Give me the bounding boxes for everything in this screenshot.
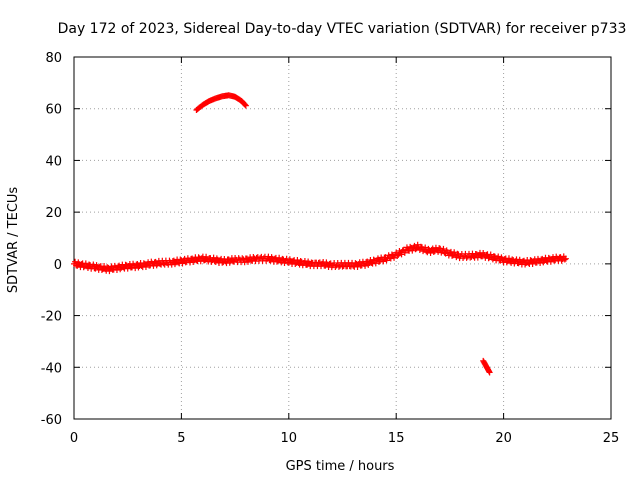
data-point [391, 254, 398, 261]
tick-labels: 0 5 10 15 20 25 -60 -40 -20 0 20 40 60 80 [41, 51, 620, 446]
data-point [242, 101, 249, 108]
y-tick-label: 40 [45, 154, 62, 169]
data-point [354, 263, 361, 270]
data-points [71, 92, 569, 376]
data-point [72, 258, 79, 265]
data-point [380, 258, 387, 265]
data-point [451, 249, 458, 256]
data-point [104, 264, 111, 271]
x-tick-label: 20 [495, 431, 512, 446]
x-tick-label: 15 [388, 431, 405, 446]
data-point [197, 258, 204, 265]
x-tick-label: 25 [603, 431, 620, 446]
y-tick-label: 0 [54, 258, 62, 273]
plot-frame [73, 56, 612, 420]
data-point [193, 257, 200, 264]
y-axis-label: SDTVAR / TECUs [6, 187, 21, 294]
y-tick-label: -20 [41, 310, 62, 325]
data-point [179, 260, 186, 267]
data-point [177, 256, 184, 263]
series-1 [71, 241, 569, 275]
x-tick-label: 5 [177, 431, 185, 446]
data-point [292, 260, 299, 267]
x-axis-label: GPS time / hours [286, 459, 395, 474]
data-point [113, 267, 120, 274]
data-point [290, 257, 297, 264]
data-point [398, 251, 405, 258]
series-3 [480, 357, 493, 376]
grid-lines [74, 57, 611, 419]
series-2 [193, 92, 249, 114]
axes [73, 56, 612, 420]
data-point [485, 255, 492, 262]
data-point [495, 253, 502, 260]
data-point [96, 263, 103, 270]
data-point [394, 252, 401, 259]
data-point [276, 254, 283, 261]
y-tick-label: 80 [45, 51, 62, 66]
data-point [487, 251, 494, 258]
y-tick-label: 60 [45, 103, 62, 118]
data-point [527, 257, 534, 264]
data-point [80, 264, 87, 271]
y-tick-label: -40 [41, 361, 62, 376]
y-tick-label: -60 [41, 413, 62, 428]
data-point [486, 369, 493, 376]
data-point [98, 266, 105, 273]
x-tick-label: 10 [281, 431, 298, 446]
data-point [537, 260, 544, 267]
data-point [529, 260, 536, 267]
data-point [142, 263, 149, 270]
data-point [195, 254, 202, 261]
data-point [101, 263, 108, 270]
data-point [82, 260, 89, 267]
data-point [505, 255, 512, 262]
data-point [562, 255, 569, 262]
data-point [352, 260, 359, 267]
data-point [545, 254, 552, 261]
data-point [242, 102, 249, 109]
x-tick-label: 0 [70, 431, 78, 446]
data-point [547, 258, 554, 265]
data-point [422, 244, 429, 251]
y-tick-label: 20 [45, 206, 62, 221]
data-point [210, 254, 217, 261]
data-point [409, 247, 416, 254]
data-point [294, 256, 301, 263]
data-point [435, 248, 442, 255]
data-point [387, 255, 394, 262]
data-point [273, 258, 280, 265]
data-point [362, 262, 369, 269]
data-point [370, 256, 377, 263]
data-point [414, 241, 421, 248]
data-point [501, 256, 508, 263]
data-point [122, 261, 129, 268]
data-point [449, 252, 456, 259]
chart-title: Day 172 of 2023, Sidereal Day-to-day VTE… [58, 21, 627, 37]
data-point [427, 249, 434, 256]
data-point [440, 245, 447, 252]
data-point [561, 256, 568, 263]
data-point [412, 246, 419, 253]
data-point [140, 260, 147, 267]
data-point [372, 260, 379, 267]
data-point [78, 261, 85, 268]
